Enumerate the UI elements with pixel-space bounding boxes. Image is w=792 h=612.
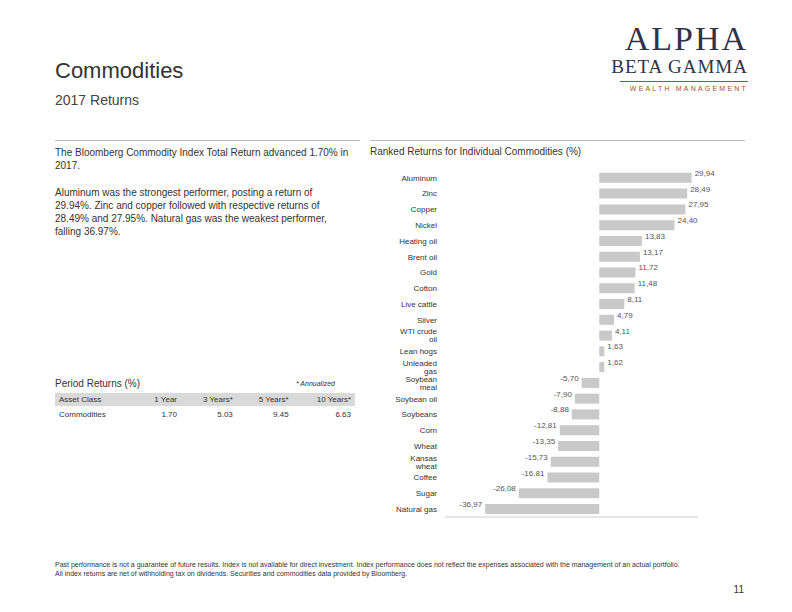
svg-text:-7,90: -7,90: [554, 390, 573, 399]
html-text:Aluminum was the strongest per: Aluminum was the strongest performer, po…: [55, 187, 327, 237]
html-text:Ranked Returns for Individual: Ranked Returns for Individual Commoditie…: [370, 146, 582, 157]
svg-text:-13,35: -13,35: [532, 437, 555, 446]
html-text:6.63: 6.63: [335, 410, 351, 419]
html-text:WEALTH MANAGEMENT: WEALTH MANAGEMENT: [629, 85, 748, 92]
svg-text:24,40: 24,40: [678, 216, 699, 225]
svg-text:Live cattle: Live cattle: [401, 300, 438, 309]
svg-text:Cotton: Cotton: [413, 284, 437, 293]
html-text:Commodities: Commodities: [55, 58, 184, 83]
svg-text:4,11: 4,11: [615, 327, 631, 336]
svg-text:29,94: 29,94: [695, 169, 716, 178]
svg-text:Wheat: Wheat: [414, 442, 438, 451]
html-text:1 Year: 1 Year: [154, 395, 177, 404]
svg-text:Zinc: Zinc: [422, 189, 437, 198]
html-text:The Bloomberg Commodity Index: The Bloomberg Commodity Index Total Retu…: [55, 147, 349, 171]
svg-text:-16,81: -16,81: [522, 469, 545, 478]
html-text:BETA GAMMA: BETA GAMMA: [611, 56, 748, 77]
svg-text:Lean hogs: Lean hogs: [400, 347, 437, 356]
svg-text:Silver: Silver: [417, 316, 437, 325]
svg-text:WTI crudeoil: WTI crudeoil: [400, 327, 437, 344]
html-text:1.70: 1.70: [161, 410, 177, 419]
html-text:10 Years*: 10 Years*: [316, 395, 351, 404]
html-text:5 Years*: 5 Years*: [258, 395, 289, 404]
html-text:ALPHA: ALPHA: [624, 20, 748, 57]
svg-text:27,95: 27,95: [689, 200, 710, 209]
svg-text:Corn: Corn: [420, 426, 437, 435]
svg-text:-15,73: -15,73: [525, 453, 548, 462]
html-text:9.45: 9.45: [273, 410, 289, 419]
html-text:* Annualized: * Annualized: [296, 380, 335, 387]
html-text:Asset Class: Asset Class: [59, 395, 102, 404]
svg-text:Kansaswheat: Kansaswheat: [410, 454, 437, 471]
svg-text:Aluminum: Aluminum: [401, 174, 437, 183]
svg-text:Copper: Copper: [411, 205, 438, 214]
svg-text:Nickel: Nickel: [415, 221, 437, 230]
svg-text:Heating oil: Heating oil: [399, 237, 437, 246]
html-text:All index returns are net of w: All index returns are net of withholding…: [55, 570, 408, 577]
svg-text:-5,70: -5,70: [560, 374, 579, 383]
html-text:Commodities: Commodities: [59, 410, 106, 419]
svg-text:-36,97: -36,97: [460, 500, 483, 509]
svg-text:Gold: Gold: [420, 268, 437, 277]
html-text:3 Years*: 3 Years*: [203, 395, 233, 404]
svg-text:-12,81: -12,81: [534, 421, 557, 430]
svg-text:13,17: 13,17: [643, 248, 664, 257]
html-text:Past performance is not a guar: Past performance is not a guarantee of f…: [55, 561, 680, 568]
svg-text:Sugar: Sugar: [416, 489, 438, 498]
svg-text:Unleadedgas: Unleadedgas: [403, 359, 437, 376]
svg-text:-8,88: -8,88: [551, 405, 570, 414]
svg-text:Natural gas: Natural gas: [396, 505, 437, 514]
svg-text:1,63: 1,63: [607, 342, 623, 351]
html-text:Period Returns (%): Period Returns (%): [55, 378, 140, 389]
svg-text:11,48: 11,48: [638, 279, 658, 288]
svg-text:Brent oil: Brent oil: [408, 253, 438, 262]
svg-text:Soybean oil: Soybean oil: [395, 395, 437, 404]
svg-text:1,62: 1,62: [607, 358, 623, 367]
html-text:5.03: 5.03: [217, 410, 233, 419]
svg-text:Soybeans: Soybeans: [401, 410, 437, 419]
html-text:11: 11: [733, 584, 744, 595]
svg-text:Coffee: Coffee: [414, 473, 438, 482]
svg-text:11,72: 11,72: [638, 263, 658, 272]
html-text:2017 Returns: 2017 Returns: [55, 92, 140, 108]
svg-text:4,79: 4,79: [617, 311, 633, 320]
svg-text:8,11: 8,11: [627, 295, 643, 304]
svg-text:13,83: 13,83: [645, 232, 666, 241]
svg-text:28,49: 28,49: [690, 185, 711, 194]
svg-text:-26,08: -26,08: [493, 484, 516, 493]
svg-text:Soybeanmeal: Soybeanmeal: [405, 375, 437, 392]
